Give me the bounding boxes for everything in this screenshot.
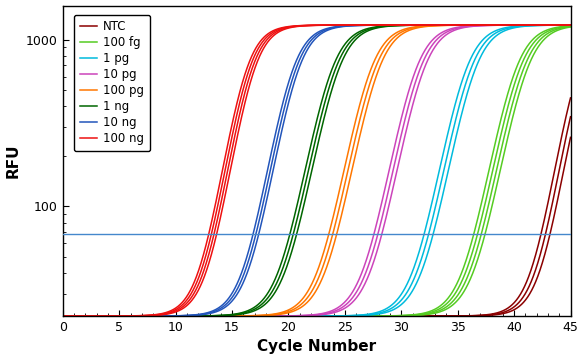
1 pg: [306, 314, 313, 318]
NTC: [552, 163, 559, 167]
100 pg: [306, 286, 313, 290]
100 pg: [567, 23, 574, 27]
1 pg: [85, 314, 92, 318]
100 fg: [459, 268, 466, 273]
NTC: [567, 96, 574, 100]
10 ng: [60, 314, 67, 318]
Line: 100 pg: 100 pg: [63, 25, 571, 316]
100 pg: [60, 314, 67, 318]
Y-axis label: RFU: RFU: [6, 144, 20, 178]
X-axis label: Cycle Number: Cycle Number: [257, 339, 376, 355]
1 pg: [293, 314, 300, 318]
NTC: [552, 164, 559, 168]
1 ng: [293, 207, 300, 211]
1 pg: [552, 23, 559, 27]
100 fg: [552, 26, 559, 30]
100 pg: [552, 23, 559, 27]
Line: 1 pg: 1 pg: [63, 25, 571, 316]
10 ng: [293, 59, 300, 63]
100 ng: [306, 23, 313, 27]
1 ng: [459, 23, 466, 27]
1 ng: [60, 314, 67, 318]
Line: 10 pg: 10 pg: [63, 25, 571, 316]
1 ng: [552, 23, 559, 27]
10 pg: [552, 23, 559, 27]
Line: 1 ng: 1 ng: [63, 25, 571, 316]
100 pg: [293, 303, 300, 307]
100 fg: [60, 314, 67, 318]
10 ng: [552, 23, 559, 27]
Line: 10 ng: 10 ng: [63, 25, 571, 316]
NTC: [293, 314, 300, 318]
10 ng: [306, 37, 313, 41]
100 ng: [293, 24, 300, 28]
100 ng: [85, 314, 92, 318]
10 ng: [552, 23, 559, 27]
100 fg: [567, 24, 574, 28]
100 ng: [60, 314, 67, 318]
10 pg: [306, 313, 313, 317]
10 pg: [85, 314, 92, 318]
100 ng: [567, 23, 574, 27]
Line: NTC: NTC: [63, 98, 571, 316]
100 pg: [459, 23, 466, 27]
100 pg: [85, 314, 92, 318]
100 pg: [552, 23, 559, 27]
Legend: NTC, 100 fg, 1 pg, 10 pg, 100 pg, 1 ng, 10 ng, 100 ng: NTC, 100 fg, 1 pg, 10 pg, 100 pg, 1 ng, …: [74, 14, 150, 151]
10 ng: [567, 23, 574, 27]
100 ng: [459, 23, 466, 27]
1 pg: [567, 23, 574, 27]
1 pg: [60, 314, 67, 318]
10 pg: [567, 23, 574, 27]
100 ng: [552, 23, 559, 27]
1 ng: [552, 23, 559, 27]
10 ng: [459, 23, 466, 27]
100 fg: [306, 314, 313, 318]
10 pg: [293, 314, 300, 318]
Line: 100 fg: 100 fg: [63, 26, 571, 316]
100 ng: [552, 23, 559, 27]
Line: 100 ng: 100 ng: [63, 25, 571, 316]
NTC: [306, 314, 313, 318]
1 pg: [552, 23, 559, 27]
10 pg: [552, 23, 559, 27]
100 fg: [85, 314, 92, 318]
NTC: [459, 314, 466, 318]
10 pg: [459, 24, 466, 29]
1 ng: [567, 23, 574, 27]
10 ng: [85, 314, 92, 318]
10 pg: [60, 314, 67, 318]
1 ng: [85, 314, 92, 318]
1 pg: [459, 77, 466, 82]
100 fg: [293, 314, 300, 318]
NTC: [60, 314, 67, 318]
1 ng: [306, 148, 313, 152]
NTC: [85, 314, 92, 318]
100 fg: [552, 26, 559, 30]
